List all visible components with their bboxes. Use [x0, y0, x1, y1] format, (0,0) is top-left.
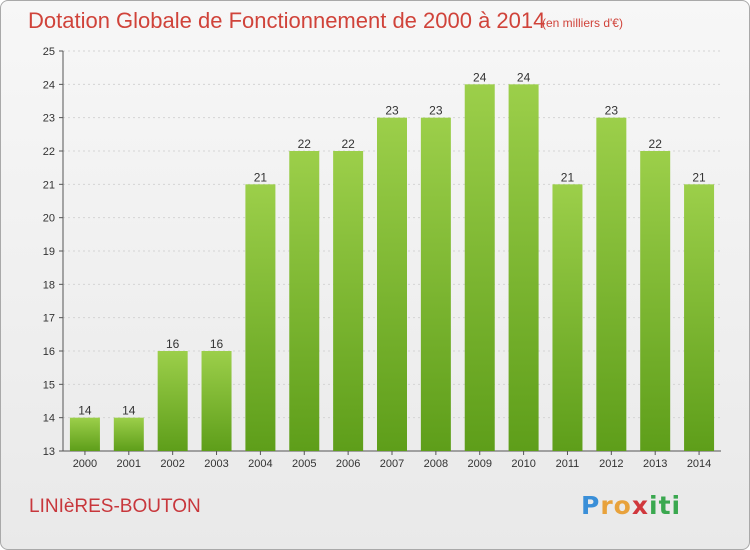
logo-letter: i — [649, 491, 659, 520]
y-tick-label: 21 — [43, 179, 55, 191]
data-label: 22 — [341, 137, 355, 151]
x-tick-label: 2003 — [204, 458, 228, 470]
y-tick-label: 20 — [43, 213, 55, 225]
data-label: 21 — [561, 170, 575, 184]
y-tick-label: 16 — [43, 346, 55, 358]
y-tick-label: 14 — [43, 413, 55, 425]
y-axis-ticks: 13 14 15 16 17 18 19 20 21 22 23 24 25 — [43, 46, 63, 458]
chart-title: Dotation Globale de Fonctionnement de 20… — [28, 8, 546, 33]
y-tick-label: 17 — [43, 313, 55, 325]
data-label: 24 — [517, 70, 531, 84]
bar-2009 — [464, 84, 495, 451]
y-tick-label: 15 — [43, 379, 55, 391]
bar-2005 — [289, 151, 320, 451]
data-label: 16 — [166, 337, 180, 351]
x-tick-label: 2013 — [643, 458, 667, 470]
x-tick-label: 2004 — [248, 458, 272, 470]
commune-name: LINIèRES-BOUTON — [29, 496, 201, 517]
x-tick-label: 2009 — [467, 458, 491, 470]
data-label: 21 — [254, 170, 268, 184]
logo-letter: r — [600, 491, 614, 520]
x-axis-ticks: 2000 2001 2002 2003 2004 2005 2006 2007 2008 2009… — [73, 451, 711, 470]
bar-2012 — [596, 117, 627, 452]
data-label: 16 — [210, 337, 224, 351]
logo-letter: i — [671, 491, 682, 520]
data-label: 22 — [298, 137, 312, 151]
data-labels: 14 14 16 16 21 22 22 23 23 24 24 21 23 22 21 — [78, 70, 706, 417]
data-label: 23 — [385, 104, 399, 118]
logo-letter: x — [631, 491, 649, 520]
x-tick-label: 2002 — [160, 458, 184, 470]
y-tick-label: 23 — [43, 113, 55, 125]
x-tick-label: 2010 — [511, 458, 535, 470]
x-tick-label: 2005 — [292, 458, 316, 470]
bar-2002 — [157, 351, 188, 451]
logo-letter: P — [581, 491, 601, 520]
unit-label: (en milliers d'€) — [542, 16, 623, 30]
y-tick-label: 24 — [43, 79, 55, 91]
bar-2006 — [333, 151, 364, 451]
y-tick-label: 22 — [43, 146, 55, 158]
y-tick-label: 18 — [43, 279, 55, 291]
data-label: 14 — [122, 404, 136, 418]
bar-2008 — [420, 117, 451, 452]
data-label: 24 — [473, 70, 487, 84]
data-label: 23 — [429, 104, 443, 118]
data-label: 22 — [649, 137, 663, 151]
logo-letter: o — [613, 491, 632, 520]
bar-2010 — [508, 84, 539, 451]
bar-2001 — [113, 417, 144, 451]
y-tick-label: 25 — [43, 46, 55, 58]
data-label: 23 — [605, 104, 619, 118]
y-tick-label: 13 — [43, 446, 55, 458]
data-label: 14 — [78, 404, 92, 418]
x-tick-label: 2014 — [687, 458, 711, 470]
bar-2003 — [201, 351, 232, 451]
bar-2000 — [69, 417, 100, 451]
bar-2011 — [552, 184, 583, 452]
x-tick-label: 2007 — [380, 458, 404, 470]
y-tick-label: 19 — [43, 246, 55, 258]
x-tick-label: 2000 — [73, 458, 97, 470]
bar-2014 — [684, 184, 715, 452]
logo-letter: t — [658, 491, 672, 520]
bar-2013 — [640, 151, 671, 451]
bars — [69, 84, 715, 452]
data-label: 21 — [692, 170, 706, 184]
x-tick-label: 2012 — [599, 458, 623, 470]
x-tick-label: 2006 — [336, 458, 360, 470]
x-tick-label: 2011 — [556, 458, 580, 470]
x-tick-label: 2008 — [424, 458, 448, 470]
x-tick-label: 2001 — [117, 458, 141, 470]
proxiti-logo: Proxiti — [581, 491, 681, 520]
bar-2007 — [377, 117, 407, 452]
bar-2004 — [245, 184, 276, 452]
